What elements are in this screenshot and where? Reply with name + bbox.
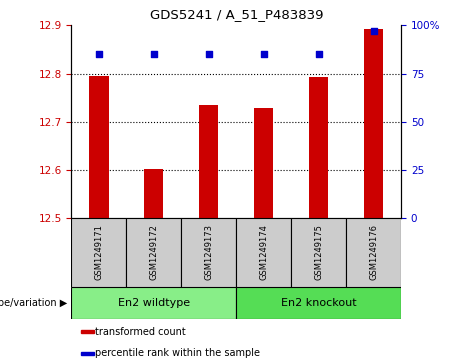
Bar bbox=[181, 218, 236, 287]
Text: GSM1249176: GSM1249176 bbox=[369, 224, 378, 280]
Bar bbox=[309, 77, 328, 218]
Bar bbox=[199, 105, 219, 218]
Text: En2 wildtype: En2 wildtype bbox=[118, 298, 190, 308]
Bar bbox=[144, 169, 164, 218]
Bar bbox=[81, 352, 94, 355]
Text: genotype/variation ▶: genotype/variation ▶ bbox=[0, 298, 67, 308]
Point bbox=[150, 51, 158, 57]
Bar bbox=[126, 218, 181, 287]
Point bbox=[260, 51, 267, 57]
Text: En2 knockout: En2 knockout bbox=[281, 298, 356, 308]
Text: GSM1249174: GSM1249174 bbox=[259, 224, 268, 280]
Bar bbox=[364, 29, 383, 218]
Point bbox=[95, 51, 103, 57]
Bar bbox=[71, 287, 236, 319]
Text: percentile rank within the sample: percentile rank within the sample bbox=[95, 348, 260, 358]
Bar bbox=[346, 218, 401, 287]
Text: GSM1249171: GSM1249171 bbox=[95, 224, 103, 280]
Bar bbox=[81, 330, 94, 333]
Text: GSM1249175: GSM1249175 bbox=[314, 224, 323, 280]
Bar bbox=[89, 76, 108, 218]
Bar bbox=[291, 218, 346, 287]
Point bbox=[370, 28, 377, 34]
Text: GSM1249173: GSM1249173 bbox=[204, 224, 213, 280]
Bar bbox=[236, 287, 401, 319]
Point bbox=[315, 51, 322, 57]
Text: transformed count: transformed count bbox=[95, 327, 186, 337]
Point bbox=[205, 51, 213, 57]
Bar bbox=[236, 218, 291, 287]
Text: GSM1249172: GSM1249172 bbox=[149, 224, 159, 280]
Bar bbox=[254, 108, 273, 218]
Title: GDS5241 / A_51_P483839: GDS5241 / A_51_P483839 bbox=[149, 8, 323, 21]
Bar bbox=[71, 218, 126, 287]
